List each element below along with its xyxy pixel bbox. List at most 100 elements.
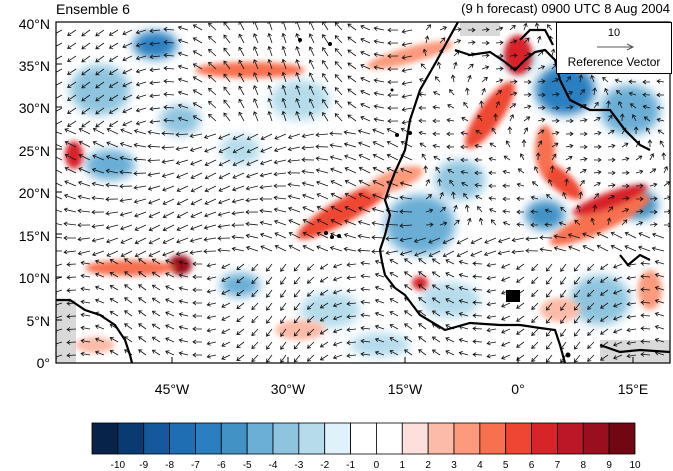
wind-vector-arrow xyxy=(579,179,585,187)
wind-vector-arrow xyxy=(464,204,470,213)
wind-vector-arrow xyxy=(456,250,469,258)
wind-vector-arrow xyxy=(56,42,63,49)
wind-vector-arrow xyxy=(606,100,611,109)
wind-vector-arrow xyxy=(64,153,77,161)
wind-vector-arrow xyxy=(232,159,245,167)
wind-vector-arrow xyxy=(461,116,469,122)
wind-vector-arrow xyxy=(453,61,458,70)
colorbar-label: -9 xyxy=(139,460,149,471)
wind-vector-arrow xyxy=(579,156,588,162)
wind-vector-arrow xyxy=(293,315,301,324)
wind-vector-arrow xyxy=(122,94,133,101)
wind-vector-arrow xyxy=(507,126,513,135)
wind-vector-arrow xyxy=(287,158,301,164)
wind-vector-arrow xyxy=(106,237,119,244)
wind-vector-arrow xyxy=(505,140,511,148)
wind-vector-arrow xyxy=(66,353,77,358)
wind-vector-arrow xyxy=(401,81,413,86)
wind-vector-arrow xyxy=(295,58,301,70)
wind-vector-arrow xyxy=(516,302,525,309)
wind-vector-arrow xyxy=(306,315,315,323)
wind-vector-arrow xyxy=(67,68,77,75)
wind-vector-arrow xyxy=(232,133,245,141)
wind-vector-arrow xyxy=(587,341,595,349)
wind-vector-arrow xyxy=(360,76,371,83)
wind-vector-arrow xyxy=(124,323,133,330)
wind-vector-arrow xyxy=(607,170,616,176)
wind-vector-arrow xyxy=(138,310,147,317)
wind-vector-arrow xyxy=(253,72,259,83)
wind-vector-arrow xyxy=(119,142,133,148)
wind-vector-arrow xyxy=(177,38,189,44)
wind-vector-arrow xyxy=(80,260,91,266)
wind-vector-arrow xyxy=(590,74,595,83)
wind-vector-arrow xyxy=(92,154,105,161)
wind-vector-arrow xyxy=(358,192,371,200)
wind-vector-arrow xyxy=(134,250,147,258)
wind-vector-arrow xyxy=(431,297,441,304)
wind-vector-arrow xyxy=(315,144,329,150)
wind-vector-arrow xyxy=(372,153,385,161)
wind-vector-arrow xyxy=(91,209,105,215)
wind-vector-arrow xyxy=(472,300,483,305)
wind-vector-arrow xyxy=(371,221,385,226)
wind-vector-arrow xyxy=(203,237,217,242)
wind-vector-arrow xyxy=(162,211,175,219)
wind-vector-arrow xyxy=(238,85,245,96)
wind-vector-arrow xyxy=(600,354,609,361)
wind-vector-arrow xyxy=(439,221,448,226)
wind-vector-arrow xyxy=(372,193,385,200)
wind-vector-arrow xyxy=(163,40,175,45)
wind-vector-arrow xyxy=(319,263,329,270)
wind-vector-arrow xyxy=(206,328,217,333)
wind-vector-arrow xyxy=(403,349,413,356)
wind-vector-arrow xyxy=(446,144,455,150)
wind-vector-arrow xyxy=(162,224,175,232)
wind-vector-arrow xyxy=(95,94,105,102)
left-title: Ensemble 6 xyxy=(56,1,130,17)
wind-vector-arrow xyxy=(322,33,329,44)
wind-vector-arrow xyxy=(483,250,497,257)
wind-vector-arrow xyxy=(218,198,231,205)
wind-vector-arrow xyxy=(124,271,133,278)
wind-vector-arrow xyxy=(546,24,553,31)
wind-vector-arrow xyxy=(458,338,469,343)
wind-vector-arrow xyxy=(124,258,133,265)
wind-vector-arrow xyxy=(63,207,77,213)
wind-vector-arrow xyxy=(516,263,525,270)
wind-vector-arrow xyxy=(77,236,91,242)
wind-vector-arrow xyxy=(189,133,203,139)
wind-vector-arrow xyxy=(178,286,189,291)
wind-vector-arrow xyxy=(81,29,91,37)
wind-vector-arrow xyxy=(640,287,651,292)
wind-vector-arrow xyxy=(509,114,514,122)
wind-vector-arrow xyxy=(266,315,273,324)
wind-vector-arrow xyxy=(95,120,105,128)
wind-vector-arrow xyxy=(245,185,259,191)
wind-vector-arrow xyxy=(245,233,259,239)
wind-vector-arrow xyxy=(373,78,385,83)
wind-vector-arrow xyxy=(446,156,455,162)
wind-vector-arrow xyxy=(432,105,441,110)
wind-vector-arrow xyxy=(439,206,446,213)
wind-vector-arrow xyxy=(633,126,639,135)
wind-vector-arrow xyxy=(273,219,287,226)
wind-vector-arrow xyxy=(306,263,315,271)
wind-vector-arrow xyxy=(587,354,595,362)
wind-vector-arrow xyxy=(431,310,441,317)
wind-vector-arrow xyxy=(280,263,287,272)
wind-vector-arrow xyxy=(501,354,511,360)
wind-vector-arrow xyxy=(649,168,657,174)
wind-vector-arrow xyxy=(217,211,231,217)
wind-vector-arrow xyxy=(163,66,175,71)
wind-vector-arrow xyxy=(301,157,315,163)
wind-vector-arrow xyxy=(509,53,518,58)
wind-vector-arrow xyxy=(659,140,665,148)
wind-vector-arrow xyxy=(344,205,357,213)
wind-vector-arrow xyxy=(260,245,273,252)
wind-vector-arrow xyxy=(151,349,161,356)
wind-vector-arrow xyxy=(596,244,609,252)
wind-vector-arrow xyxy=(105,168,119,174)
wind-vector-arrow xyxy=(91,167,105,174)
